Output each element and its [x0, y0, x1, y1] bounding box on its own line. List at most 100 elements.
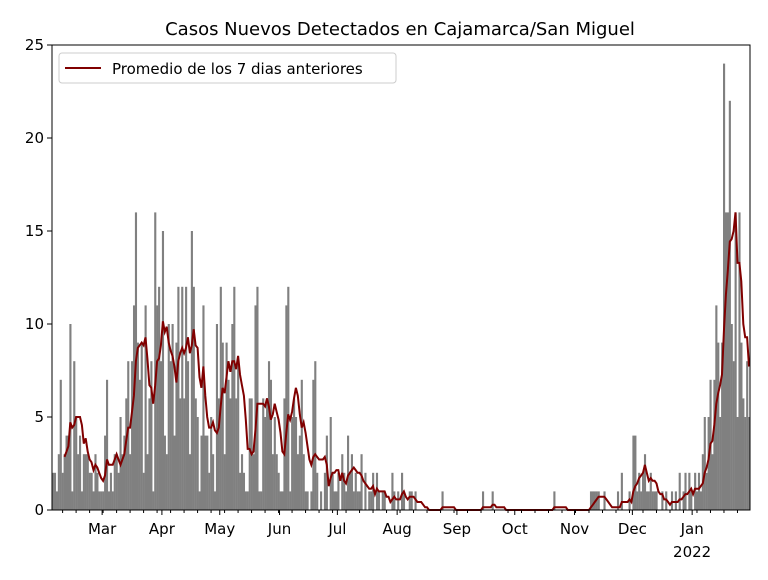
bar	[208, 472, 211, 510]
bar	[273, 417, 276, 510]
bar	[248, 398, 251, 510]
x-axis: Mar Apr May Jun Jul Aug Sep Oct Nov Dec Jan 2022	[62, 510, 738, 561]
bar	[281, 491, 284, 510]
bar	[78, 435, 82, 510]
bar	[194, 398, 197, 510]
y-tick-label: 5	[34, 408, 44, 426]
bar	[312, 379, 315, 510]
bar	[132, 305, 136, 510]
bar	[441, 491, 444, 510]
bar	[61, 472, 64, 510]
bar	[296, 454, 300, 510]
bar	[179, 398, 182, 510]
bar	[94, 454, 97, 510]
bar	[647, 491, 650, 510]
bar	[121, 454, 124, 510]
bar	[142, 472, 145, 510]
bar	[84, 454, 87, 510]
bar	[670, 491, 674, 510]
bar	[713, 379, 716, 510]
bar	[732, 361, 735, 510]
bar	[661, 491, 664, 510]
bar	[77, 454, 80, 510]
bar	[277, 472, 280, 510]
bar	[748, 417, 751, 510]
bar	[127, 361, 130, 510]
bar	[726, 212, 729, 510]
bar	[294, 417, 298, 510]
bar	[59, 379, 62, 510]
bar	[314, 361, 317, 510]
bar	[163, 435, 166, 510]
bar	[115, 454, 118, 510]
bar	[239, 472, 242, 510]
bar	[408, 491, 411, 510]
bar	[175, 342, 178, 510]
bar	[267, 361, 271, 510]
bar	[138, 379, 141, 510]
x-tick-label: Mar	[88, 520, 117, 538]
bar	[649, 472, 652, 510]
bar	[287, 286, 290, 510]
bar	[553, 491, 556, 510]
bar	[723, 63, 726, 510]
bar	[171, 324, 174, 510]
bar	[227, 379, 230, 510]
y-tick-label: 15	[25, 222, 44, 240]
x-tick-label: Jun	[267, 520, 291, 538]
bar	[707, 417, 710, 510]
bar	[728, 100, 731, 511]
bar	[111, 491, 114, 510]
bar	[235, 398, 238, 510]
x-tick-label: May	[204, 520, 235, 538]
bar	[730, 324, 733, 510]
bar	[240, 454, 244, 510]
x-tick-label: Jul	[327, 520, 346, 538]
bar	[192, 286, 195, 510]
bar	[148, 398, 151, 510]
bar	[304, 491, 307, 510]
bar	[246, 491, 249, 510]
bar	[711, 454, 714, 510]
bar	[225, 342, 228, 510]
bar	[71, 491, 74, 510]
bar	[217, 398, 220, 510]
bar	[300, 379, 303, 510]
bar	[335, 491, 338, 510]
bar	[198, 491, 201, 510]
bar	[291, 417, 294, 510]
bar	[744, 417, 747, 510]
bar	[383, 491, 386, 510]
y-tick-label: 20	[25, 129, 44, 147]
legend: Promedio de los 7 dias anteriores	[58, 52, 397, 84]
plot-frame	[51, 44, 751, 511]
bar	[161, 231, 165, 510]
bar	[724, 212, 728, 510]
bar	[92, 491, 95, 510]
bar	[185, 286, 188, 510]
bar	[645, 491, 649, 510]
bar	[377, 491, 380, 510]
bar	[88, 472, 91, 510]
bar	[293, 398, 296, 510]
bar	[221, 342, 224, 510]
bars	[52, 63, 751, 511]
bar	[269, 379, 273, 510]
bar	[200, 435, 203, 510]
bar	[181, 286, 184, 510]
bar	[721, 342, 724, 510]
bar	[82, 454, 85, 510]
bar	[254, 305, 257, 510]
bar	[169, 361, 172, 510]
bar	[705, 472, 708, 510]
x-tick-sublabel: 2022	[673, 543, 711, 561]
bar	[393, 491, 396, 510]
bar	[167, 324, 170, 510]
bar	[736, 417, 739, 510]
bar	[109, 472, 112, 510]
bar	[86, 454, 89, 510]
bar	[53, 472, 57, 510]
x-tick-label: Sep	[443, 520, 471, 538]
bar	[341, 454, 344, 510]
bar	[229, 398, 232, 510]
